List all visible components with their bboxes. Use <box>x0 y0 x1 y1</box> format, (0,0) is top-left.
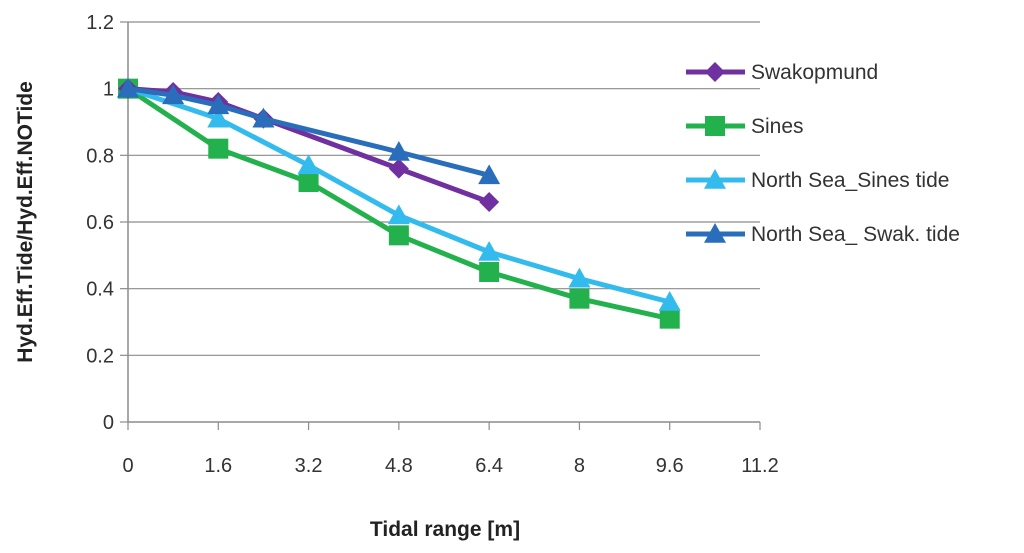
legend-label: Swakopmund <box>751 61 878 84</box>
data-point <box>297 154 320 175</box>
data-point <box>252 107 275 128</box>
x-tick-label: 4.8 <box>385 455 413 477</box>
series-line <box>125 86 492 178</box>
series-group <box>117 77 681 329</box>
y-tick-labels: 0 0.2 0.4 0.6 0.8 1 1.2 <box>86 12 114 434</box>
data-point <box>659 308 680 329</box>
x-tick-label: 0 <box>122 455 133 477</box>
series-line <box>125 86 673 305</box>
data-point <box>162 84 185 105</box>
data-point <box>117 77 139 98</box>
legend-marker <box>704 223 726 243</box>
legend-item: North Sea_ Swak. tide <box>686 223 960 246</box>
y-tick-label: 0.8 <box>86 145 114 167</box>
legend-label: North Sea_ Swak. tide <box>751 223 960 246</box>
x-tick-label: 8 <box>574 455 585 477</box>
y-tick-label: 1 <box>103 79 114 101</box>
data-point <box>479 262 500 282</box>
data-point <box>208 138 229 159</box>
data-point <box>658 291 681 311</box>
legend-label: North Sea_Sines tide <box>751 169 949 192</box>
series-sines <box>118 78 680 329</box>
data-point <box>387 141 410 161</box>
legend-label: Sines <box>751 115 804 138</box>
y-tick-label: 0.2 <box>86 345 114 367</box>
x-tick-labels: 0 1.6 3.2 4.8 6.4 8 9.6 11.2 <box>122 455 778 477</box>
x-axis-title: Tidal range [m] <box>370 518 520 541</box>
x-tick-label: 11.2 <box>741 455 778 477</box>
data-point <box>387 204 410 225</box>
y-tick-label: 1.2 <box>86 12 114 34</box>
legend-marker <box>705 116 725 136</box>
data-point <box>478 241 501 261</box>
data-point <box>388 158 409 179</box>
legend-item: North Sea_Sines tide <box>686 169 949 192</box>
data-point <box>298 172 319 192</box>
data-point <box>207 94 230 115</box>
y-tick-label: 0 <box>103 412 114 434</box>
x-tick-label: 6.4 <box>475 455 503 477</box>
legend-marker <box>705 62 725 82</box>
data-point <box>388 225 409 246</box>
x-tick-label: 1.6 <box>204 455 232 477</box>
legend-marker <box>704 169 726 189</box>
legend-item: Swakopmund <box>686 61 878 84</box>
data-point <box>569 288 590 309</box>
series-north-sea-sines-tide <box>117 77 681 311</box>
legend-item: Sines <box>686 115 804 138</box>
data-point <box>478 164 501 185</box>
data-point <box>568 267 591 288</box>
data-point <box>479 192 500 212</box>
x-tick-label: 3.2 <box>295 455 323 477</box>
data-point <box>207 107 230 128</box>
series-north-sea-swak-tide <box>117 77 501 185</box>
x-tick-label: 9.6 <box>656 455 684 477</box>
y-tick-label: 0.6 <box>86 212 114 234</box>
y-tick-label: 0.4 <box>86 279 114 301</box>
legend: Swakopmund Sines North Sea_Sines tide North… <box>686 61 960 246</box>
y-axis-title: Hyd.Eff.Tide/Hyd.Eff.NOTide <box>14 81 37 363</box>
axes <box>120 21 761 430</box>
